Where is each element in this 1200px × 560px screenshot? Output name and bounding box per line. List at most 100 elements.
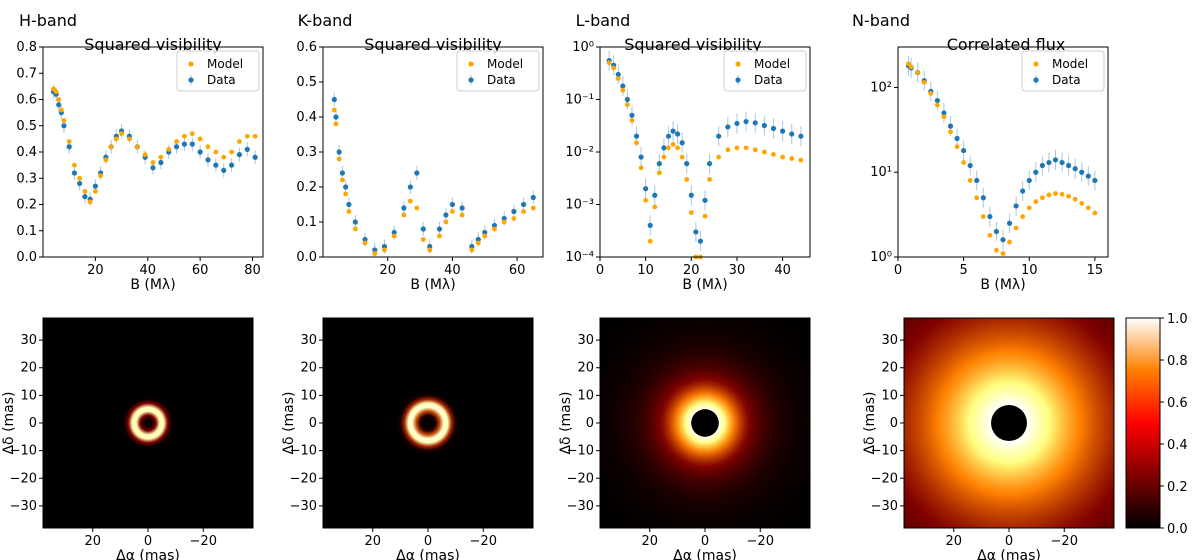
k-model-point [343, 191, 349, 197]
h-model-point [92, 188, 98, 194]
k-data-point [362, 236, 368, 243]
l-model-point [716, 154, 722, 160]
img_k-intensity [323, 318, 533, 528]
l-model-point [611, 65, 617, 71]
n-model-point [921, 79, 927, 85]
k-data-point [475, 236, 481, 243]
k-data-point [414, 170, 420, 176]
img_h-y-tick-label: −30 [10, 499, 37, 514]
img_n-y-tick-label: 30 [881, 333, 898, 348]
n-data-point [954, 135, 960, 142]
l-data-point [624, 96, 630, 103]
n-data-point [1092, 177, 1098, 184]
img_n-y-tick-label: 10 [881, 388, 898, 403]
h-data-point [228, 162, 235, 168]
h-data-point [56, 102, 62, 108]
l-data-point [615, 71, 621, 78]
h-y-tick-label: 0.3 [16, 171, 37, 186]
h-x-tick-label: 40 [139, 263, 156, 278]
img_h-y-axis-label: Δδ (mas) [1, 391, 17, 454]
k-model-point [382, 247, 387, 253]
img_h-y-tick-label: −20 [10, 471, 37, 486]
img_h-x-tick-label: −20 [190, 534, 217, 549]
k-band-image: 20 0 −20 30 20 10 0 −10 −20 −30 Δα (mas) Δδ (mas) [281, 317, 534, 560]
h-y-tick-label: 0.6 [16, 93, 37, 108]
n-legend-model-label: Model [1052, 57, 1088, 71]
h-legend-data-label: Data [207, 73, 236, 87]
img_k-y-tick-label: −10 [290, 444, 317, 459]
n-band-image: 20 0 −20 30 20 10 0 −10 −20 −30 Δα (mas) Δδ (mas) [862, 317, 1115, 560]
k-model-point [333, 121, 339, 127]
l-model-point [652, 204, 658, 210]
l-model-point [656, 170, 662, 176]
n-legend-data-marker [1033, 77, 1039, 83]
l-x-tick-label: 0 [596, 263, 604, 278]
n-model-point [961, 160, 967, 165]
n-data-point [1059, 159, 1065, 166]
k-data-point [469, 243, 475, 250]
l-legend-box [723, 50, 807, 92]
n-model-point [987, 232, 993, 238]
img_k-x-axis-label: Δα (mas) [396, 548, 460, 560]
h-data-point [221, 167, 227, 173]
img_h-x-tick-label: 0 [144, 534, 152, 549]
l-legend: Model Data [723, 50, 807, 92]
k-model-point [331, 107, 337, 113]
h-model-point [66, 139, 72, 144]
l-model-point [702, 213, 708, 219]
l-data-point [770, 125, 777, 132]
n-data-point [1020, 188, 1026, 194]
n-model-point [974, 195, 980, 201]
l-band-visibility-plot: 0 10 20 30 40 10⁻⁴ 10⁻³ 10⁻² 10⁻¹ 10⁰ B (Mλ) Model D… [565, 40, 811, 293]
k-data-point [482, 229, 488, 236]
l-model-point [620, 87, 626, 93]
img_k-y-tick-label: −30 [290, 499, 317, 514]
l-y-tick-label: 10⁻² [565, 145, 594, 160]
k-x-tick-label: 20 [379, 263, 396, 278]
n-x-tick-label: 10 [1021, 263, 1038, 278]
k-y-tick-label: 0.4 [296, 110, 317, 125]
n-model-point [1059, 191, 1065, 197]
k-model-point [469, 247, 475, 253]
img_h-intensity [43, 318, 253, 528]
img_l-y-tick-label: 30 [577, 333, 594, 348]
n-model-point [1007, 239, 1012, 245]
img_k-y-tick-label: 0 [309, 416, 317, 431]
n-axes-frame [897, 46, 1109, 258]
img_l-y-tick-label: 0 [586, 416, 594, 431]
h-y-tick-label: 0.5 [16, 119, 37, 134]
k-model-point [427, 247, 433, 253]
h-x-tick-label: 60 [192, 263, 209, 278]
l-data-point [643, 186, 649, 192]
h-model-point [127, 136, 132, 142]
n-y-tick-label: 10¹ [870, 165, 892, 180]
n-model-point [1092, 210, 1098, 216]
h-model-point [53, 89, 59, 95]
panel-title-h: Squared visibility [84, 35, 222, 54]
l-model-point [624, 102, 630, 107]
img_k-y-tick-label: 10 [300, 388, 317, 403]
img_k-y-tick-label: −20 [290, 471, 317, 486]
n-data-point [1033, 169, 1039, 175]
h-model-point [150, 160, 156, 165]
h-model-point [72, 162, 77, 168]
h-data-point [150, 165, 156, 171]
h-model-point [252, 133, 258, 139]
k-legend-model-label: Model [487, 57, 523, 71]
n-data-point [1039, 162, 1045, 169]
n-model-point [967, 178, 973, 183]
l-legend-model-label: Model [754, 57, 790, 71]
h-model-point [213, 149, 219, 155]
n-model-point [928, 91, 934, 96]
k-data-point [491, 222, 498, 229]
k-legend-data-marker [468, 77, 474, 83]
n-model-point [1000, 251, 1006, 256]
n-legend-data-label: Data [1052, 73, 1081, 87]
k-data-point [436, 226, 443, 232]
img_h-y-tick-label: −10 [10, 444, 37, 459]
img_n-y-tick-label: 0 [890, 416, 898, 431]
k-model-point [437, 233, 442, 239]
k-data-point [339, 170, 346, 176]
n-data-point [980, 195, 986, 201]
h-model-point [237, 139, 242, 144]
